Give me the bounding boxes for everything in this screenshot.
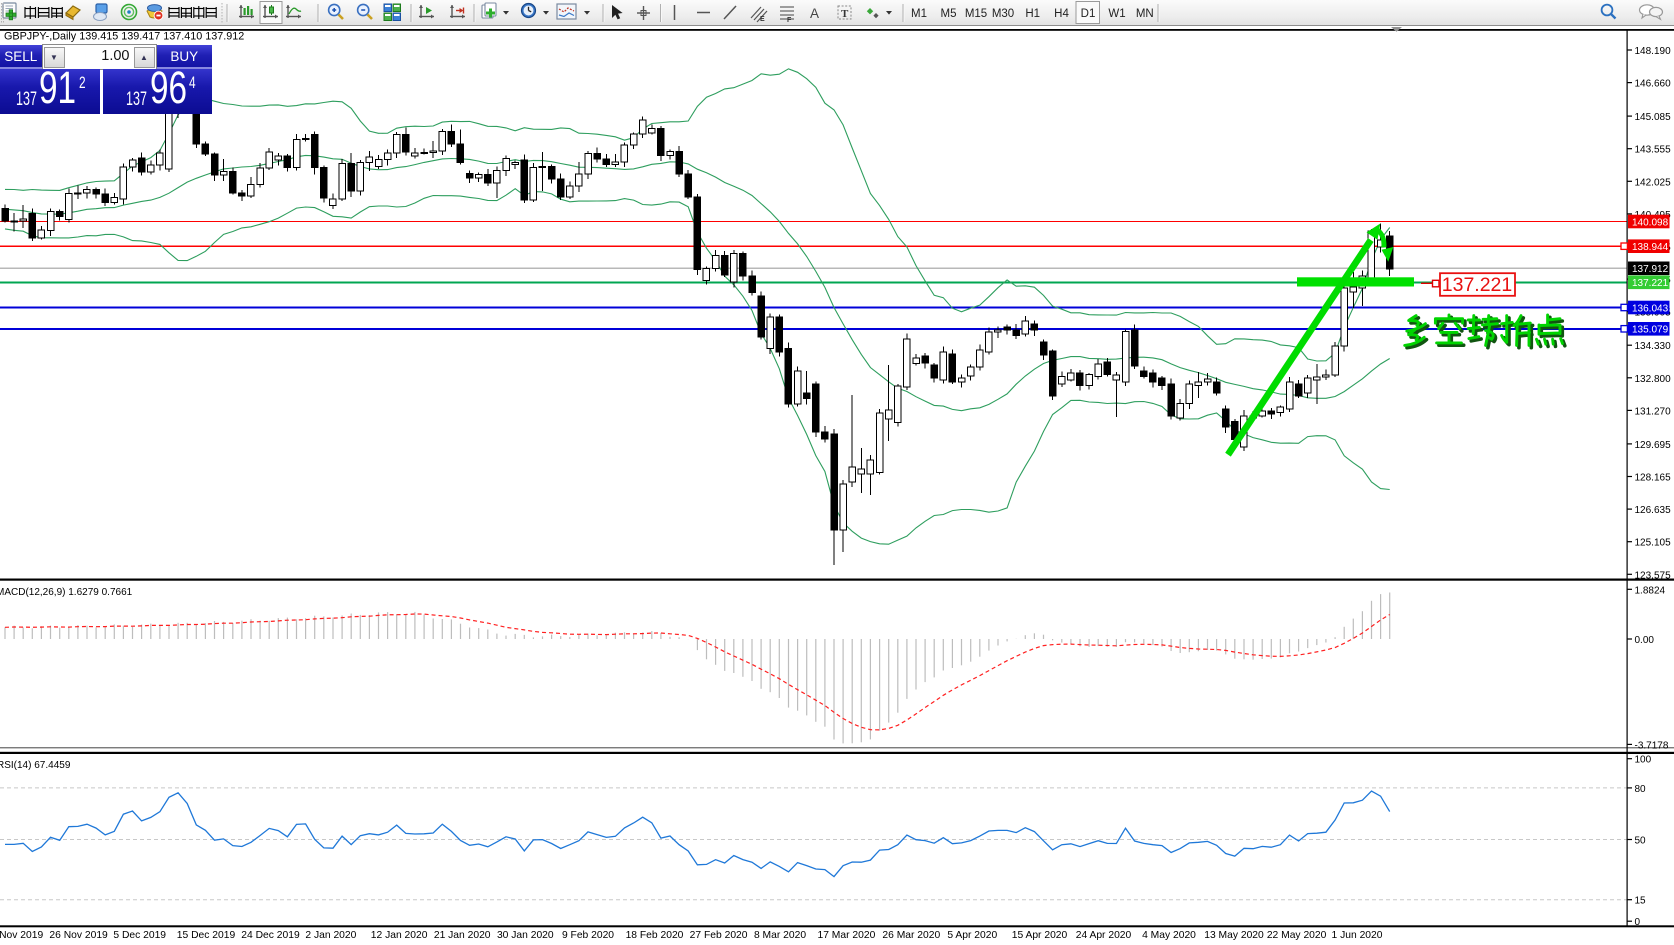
svg-text:140.098: 140.098 bbox=[1632, 217, 1669, 228]
svg-text:142.025: 142.025 bbox=[1635, 177, 1672, 188]
svg-text:MACD(12,26,9) 1.6279 0.7661: MACD(12,26,9) 1.6279 0.7661 bbox=[0, 587, 133, 598]
svg-text:22 May 2020: 22 May 2020 bbox=[1267, 930, 1327, 941]
svg-text:80: 80 bbox=[1635, 784, 1647, 795]
svg-text:M15: M15 bbox=[965, 8, 987, 20]
svg-text:135.079: 135.079 bbox=[1632, 325, 1669, 336]
svg-text:GBPJPY-,Daily 139.415 139.417: GBPJPY-,Daily 139.415 139.417 137.410 13… bbox=[4, 31, 244, 43]
svg-text:125.105: 125.105 bbox=[1635, 538, 1672, 549]
svg-text:0: 0 bbox=[1635, 917, 1641, 928]
svg-text:129.695: 129.695 bbox=[1635, 440, 1672, 451]
svg-text:18 Feb 2020: 18 Feb 2020 bbox=[626, 930, 684, 941]
svg-text:15 Nov 2019: 15 Nov 2019 bbox=[0, 930, 43, 941]
svg-text:2 Jan 2020: 2 Jan 2020 bbox=[305, 930, 356, 941]
svg-text:M5: M5 bbox=[941, 8, 957, 20]
svg-text:128.165: 128.165 bbox=[1635, 473, 1672, 484]
svg-text:137.221: 137.221 bbox=[1632, 278, 1669, 289]
svg-text:26 Nov 2019: 26 Nov 2019 bbox=[49, 930, 108, 941]
svg-text:H4: H4 bbox=[1054, 8, 1069, 20]
svg-text:145.085: 145.085 bbox=[1635, 112, 1672, 123]
svg-text:134.330: 134.330 bbox=[1635, 341, 1672, 352]
svg-text:136.043: 136.043 bbox=[1632, 303, 1669, 314]
svg-text:RSI(14) 67.4459: RSI(14) 67.4459 bbox=[0, 760, 71, 771]
svg-text:50: 50 bbox=[1635, 836, 1647, 847]
svg-text:T: T bbox=[841, 8, 849, 20]
svg-text:123.575: 123.575 bbox=[1635, 570, 1672, 581]
svg-text:146.660: 146.660 bbox=[1635, 79, 1672, 90]
svg-text:4 May 2020: 4 May 2020 bbox=[1142, 930, 1196, 941]
svg-text:5 Apr 2020: 5 Apr 2020 bbox=[947, 930, 997, 941]
svg-text:24 Apr 2020: 24 Apr 2020 bbox=[1076, 930, 1132, 941]
svg-text:138.944: 138.944 bbox=[1632, 242, 1669, 253]
svg-text:27 Feb 2020: 27 Feb 2020 bbox=[690, 930, 748, 941]
svg-text:0.00: 0.00 bbox=[1635, 635, 1655, 646]
svg-text:137.221: 137.221 bbox=[1442, 274, 1513, 296]
svg-text:M30: M30 bbox=[992, 8, 1014, 20]
svg-text:F: F bbox=[787, 17, 792, 24]
svg-text:15 Dec 2019: 15 Dec 2019 bbox=[177, 930, 236, 941]
svg-text:1.8824: 1.8824 bbox=[1635, 585, 1666, 596]
svg-text:12 Jan 2020: 12 Jan 2020 bbox=[371, 930, 428, 941]
svg-text:24 Dec 2019: 24 Dec 2019 bbox=[241, 930, 300, 941]
svg-text:MN: MN bbox=[1136, 8, 1154, 20]
svg-text:137.912: 137.912 bbox=[1632, 264, 1669, 275]
svg-text:26 Mar 2020: 26 Mar 2020 bbox=[882, 930, 940, 941]
svg-text:15 Apr 2020: 15 Apr 2020 bbox=[1012, 930, 1068, 941]
svg-text:E: E bbox=[760, 16, 765, 23]
svg-text:D1: D1 bbox=[1081, 8, 1096, 20]
svg-text:131.270: 131.270 bbox=[1635, 406, 1672, 417]
svg-text:8 Mar 2020: 8 Mar 2020 bbox=[754, 930, 806, 941]
svg-text:M1: M1 bbox=[911, 8, 927, 20]
svg-text:1 Jun 2020: 1 Jun 2020 bbox=[1332, 930, 1383, 941]
svg-text:-3.7178: -3.7178 bbox=[1635, 740, 1669, 751]
svg-text:132.800: 132.800 bbox=[1635, 374, 1672, 385]
svg-text:5 Dec 2019: 5 Dec 2019 bbox=[113, 930, 166, 941]
svg-text:17 Mar 2020: 17 Mar 2020 bbox=[817, 930, 875, 941]
svg-text:30 Jan 2020: 30 Jan 2020 bbox=[497, 930, 554, 941]
svg-text:143.555: 143.555 bbox=[1635, 145, 1672, 156]
svg-text:H1: H1 bbox=[1025, 8, 1040, 20]
svg-text:148.190: 148.190 bbox=[1635, 46, 1672, 57]
svg-text:100: 100 bbox=[1635, 755, 1652, 766]
svg-text:A: A bbox=[810, 6, 819, 21]
svg-text:9 Feb 2020: 9 Feb 2020 bbox=[562, 930, 614, 941]
svg-text:21 Jan 2020: 21 Jan 2020 bbox=[434, 930, 491, 941]
svg-text:13 May 2020: 13 May 2020 bbox=[1204, 930, 1264, 941]
svg-text:W1: W1 bbox=[1108, 8, 1125, 20]
svg-text:126.635: 126.635 bbox=[1635, 505, 1672, 516]
svg-text:15: 15 bbox=[1635, 896, 1647, 907]
